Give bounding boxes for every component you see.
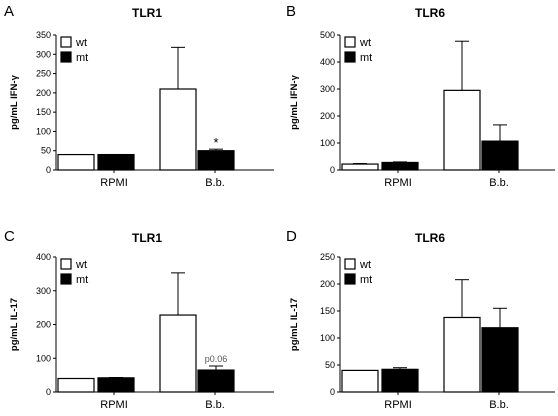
y-tick-label: 0 [46,165,51,175]
legend-label: wt [75,37,87,49]
y-tick-label: 300 [36,286,51,296]
legend-label: mt [360,52,372,64]
legend-swatch-mt [344,51,356,63]
x-category-label: B.b. [489,399,509,411]
chart-panel-a: A TLR1 pg/mL IFN-γ 0 50 100 150 200 250 300 350 RPM… [4,3,274,189]
legend-label: wt [359,37,371,49]
bar-mt-rpmi [381,161,419,171]
legend-swatch-wt [344,36,356,48]
x-category-label: B.b. [205,177,225,189]
panel-letter: A [4,3,14,20]
chart-panel-c: C TLR1 pg/mL IL-17 0 100 200 300 400 RPMI B.b. p0.… [4,228,274,411]
legend-swatch-mt [60,273,72,285]
y-tick-label: 0 [330,165,335,175]
bar-wt-bb [443,89,481,171]
y-tick-label: 50 [41,146,51,156]
y-tick-label: 100 [36,126,51,136]
chart-title: TLR6 [415,231,445,245]
bar-wt-bb [159,314,197,393]
y-tick-label: 100 [320,138,335,148]
y-tick-label: 400 [36,252,51,262]
annotation-label: * [213,135,218,150]
y-axis-label: pg/mL IL-17 [9,298,20,351]
y-tick-label: 100 [36,353,51,363]
legend-label: mt [76,274,88,286]
legend-swatch-mt [60,51,72,63]
legend-label: wt [359,259,371,271]
chart-panel-d: D TLR6 pg/mL IL-17 0 50 100 150 200 250 RPMI B.b. w… [286,228,555,411]
bar-mt-bb [481,327,519,393]
chart-title: TLR1 [132,231,162,245]
bar-mt-bb [481,140,519,171]
chart-title: TLR1 [132,6,162,20]
legend-swatch-wt [344,258,356,270]
x-category-label: B.b. [205,399,225,411]
y-tick-label: 150 [36,107,51,117]
bar-wt-rpmi [341,369,379,393]
y-tick-label: 200 [36,320,51,330]
legend-swatch-wt [60,258,72,270]
x-category-label: RPMI [100,399,128,411]
y-tick-label: 350 [36,30,51,40]
y-tick-label: 0 [330,387,335,397]
y-tick-label: 300 [36,49,51,59]
chart-panel-b: B TLR6 pg/mL IFN-γ 0 100 200 300 400 500 RPMI B.b.… [286,3,555,189]
bar-mt-rpmi [97,377,135,393]
y-tick-label: 400 [320,57,335,67]
bar-mt-bb [197,150,235,171]
bar-wt-bb [443,316,481,393]
y-tick-label: 500 [320,30,335,40]
y-tick-label: 150 [320,306,335,316]
y-tick-label: 300 [320,84,335,94]
y-axis-label: pg/mL IFN-γ [289,74,300,129]
y-tick-label: 250 [36,69,51,79]
x-category-label: RPMI [384,177,412,189]
x-category-label: RPMI [384,399,412,411]
bar-wt-rpmi [57,153,95,171]
legend-label: mt [76,52,88,64]
legend-swatch-wt [60,36,72,48]
legend-swatch-mt [344,273,356,285]
panel-letter: B [286,3,296,20]
bar-mt-rpmi [97,153,135,171]
y-axis-label: pg/mL IL-17 [289,298,300,351]
chart-title: TLR6 [415,6,445,20]
y-tick-label: 200 [320,279,335,289]
legend-label: mt [360,274,372,286]
legend-label: wt [75,259,87,271]
bar-mt-bb [197,369,235,393]
y-tick-label: 50 [325,360,335,370]
bar-wt-rpmi [341,163,379,171]
y-tick-label: 200 [320,111,335,121]
panel-letter: D [286,228,297,245]
y-axis-label: pg/mL IFN-γ [9,74,20,129]
y-tick-label: 250 [320,252,335,262]
y-tick-label: 0 [46,387,51,397]
bar-mt-rpmi [381,368,419,393]
y-tick-label: 200 [36,88,51,98]
annotation-label: p0.06 [205,354,228,364]
bar-wt-bb [159,88,197,171]
y-tick-label: 100 [320,333,335,343]
bar-wt-rpmi [57,377,95,393]
x-category-label: RPMI [100,177,128,189]
panel-letter: C [4,228,15,245]
x-category-label: B.b. [489,177,509,189]
